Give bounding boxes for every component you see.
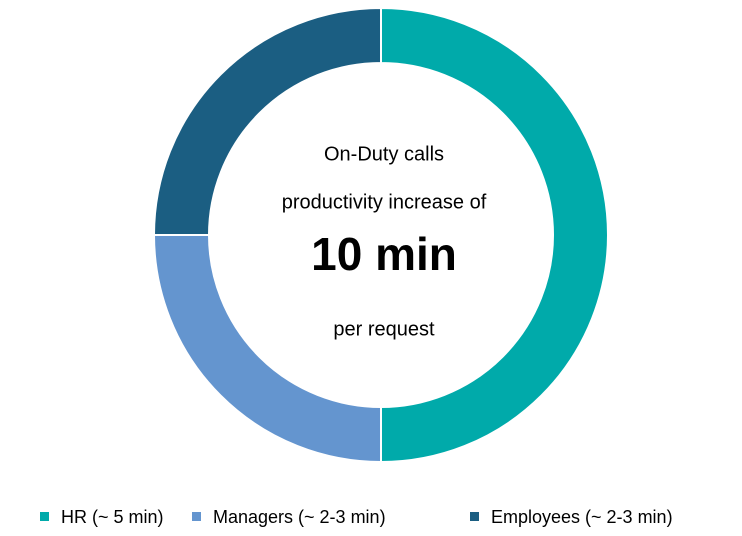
legend-label: HR (~ 5 min) (61, 507, 164, 527)
legend-swatch (192, 512, 201, 521)
donut-slice (380, 6, 609, 464)
legend-swatch (40, 512, 49, 521)
donut (152, 6, 609, 464)
legend-label: Employees (~ 2-3 min) (491, 507, 673, 527)
center-text: On-Duty calls (324, 143, 444, 165)
center-text: per request (333, 318, 435, 340)
donut-slice (152, 6, 382, 236)
center-text: productivity increase of (282, 191, 487, 213)
center-highlight: 10 min (311, 228, 457, 280)
legend-label: Managers (~ 2-3 min) (213, 507, 386, 527)
legend-swatch (470, 512, 479, 521)
